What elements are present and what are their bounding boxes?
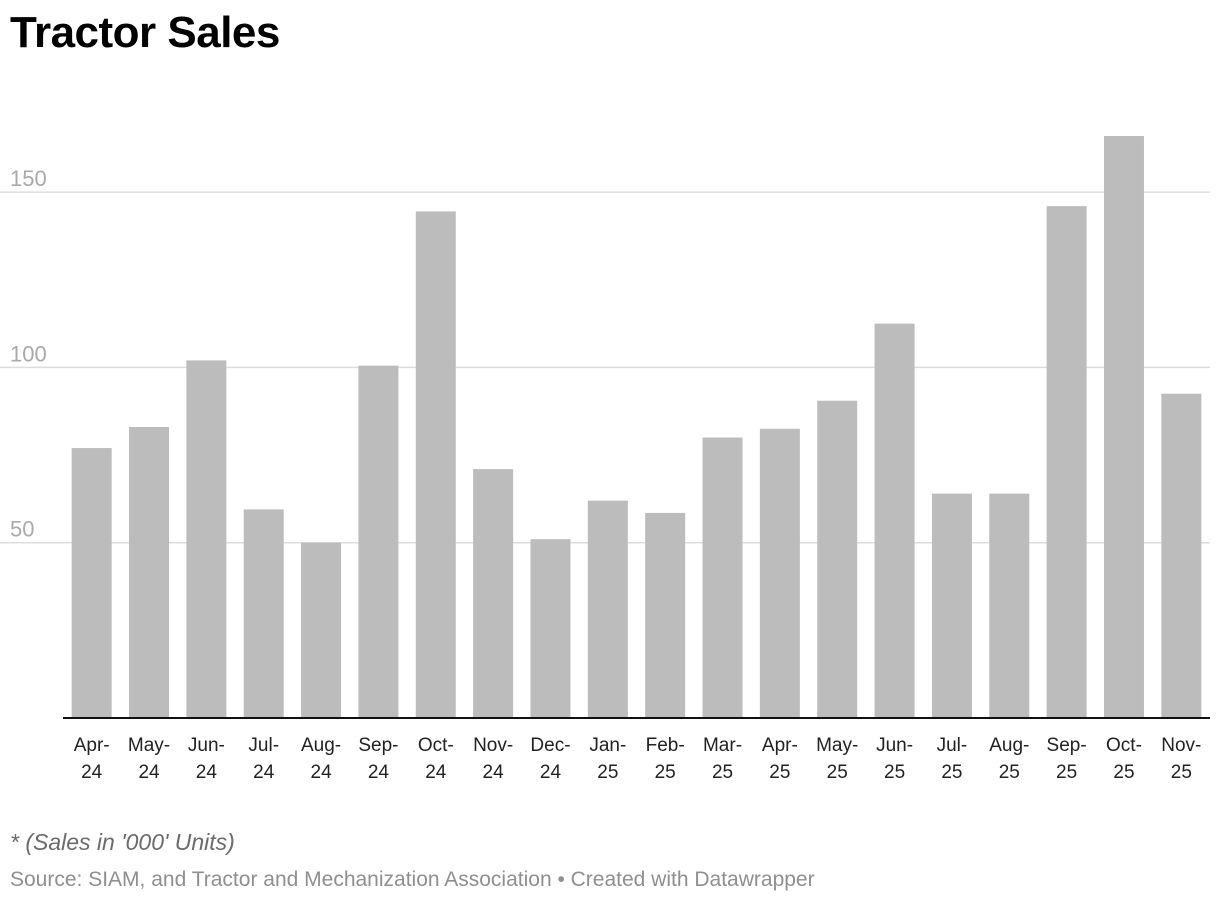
x-tick-month: Oct- <box>1106 735 1142 756</box>
x-tick-label: Sep- 24 <box>358 735 398 783</box>
bar-Nov-25[interactable] <box>1161 393 1202 718</box>
x-tick-year: 24 <box>425 762 447 783</box>
bar-Nov-24[interactable] <box>473 469 514 718</box>
x-tick-month: Nov- <box>1161 735 1201 756</box>
x-tick-label: Sep- 25 <box>1047 735 1087 783</box>
x-tick-month: Oct- <box>418 735 454 756</box>
x-tick-month: Aug- <box>989 735 1029 756</box>
y-tick-label: 150 <box>10 166 47 191</box>
x-tick-label: Jan- 25 <box>589 735 626 783</box>
x-tick-year: 25 <box>597 762 618 783</box>
x-tick-year: 25 <box>999 762 1020 783</box>
x-tick-label: Nov- 25 <box>1161 735 1201 783</box>
gridlines: 50 100 150 <box>0 166 1210 544</box>
x-tick-year: 24 <box>138 762 160 783</box>
x-tick-label: Dec- 24 <box>530 735 570 783</box>
x-tick-month: Feb- <box>646 735 685 756</box>
bar-Aug-25[interactable] <box>989 493 1030 718</box>
x-tick-month: Sep- <box>1047 735 1087 756</box>
x-tick-label: May- 24 <box>128 735 170 783</box>
bar-Sep-24[interactable] <box>358 365 399 718</box>
x-tick-year: 25 <box>769 762 790 783</box>
y-tick-label: 50 <box>10 517 34 542</box>
source-credit: Source: SIAM, and Tractor and Mechanizat… <box>10 868 815 891</box>
x-tick-label: Feb- 25 <box>646 735 685 783</box>
x-tick-label: Apr- 25 <box>762 735 798 783</box>
x-tick-month: Mar- <box>703 735 742 756</box>
x-tick-label: May- 25 <box>816 735 858 783</box>
x-axis-ticks: Apr-24May-24Jun-24Jul-24Aug-24Sep-24Oct-… <box>74 735 1202 783</box>
x-tick-label: Nov- 24 <box>473 735 513 783</box>
bar-Jul-24[interactable] <box>243 509 284 718</box>
bar-Aug-24[interactable] <box>301 542 342 718</box>
bar-Oct-25[interactable] <box>1103 136 1144 718</box>
x-tick-month: Nov- <box>473 735 513 756</box>
x-tick-month: Jul- <box>248 735 279 756</box>
x-tick-year: 24 <box>368 762 390 783</box>
x-tick-year: 25 <box>1171 762 1192 783</box>
chart-title: Tractor Sales <box>10 8 280 57</box>
bar-Sep-25[interactable] <box>1046 206 1087 718</box>
bar-May-24[interactable] <box>129 427 170 718</box>
bar-Jan-25[interactable] <box>587 500 628 718</box>
x-tick-month: Jan- <box>589 735 626 756</box>
bar-Apr-25[interactable] <box>759 428 800 718</box>
x-tick-label: Apr- 24 <box>74 735 110 783</box>
bar-Jul-25[interactable] <box>931 493 972 718</box>
bar-May-25[interactable] <box>817 400 858 718</box>
units-note: * (Sales in '000' Units) <box>10 829 235 855</box>
bar-Mar-25[interactable] <box>702 437 743 718</box>
x-tick-year: 24 <box>483 762 505 783</box>
bar-Dec-24[interactable] <box>530 539 571 718</box>
bar-Apr-24[interactable] <box>71 448 112 718</box>
x-tick-year: 25 <box>1113 762 1134 783</box>
x-tick-label: Jun- 25 <box>876 735 913 783</box>
x-tick-month: May- <box>128 735 170 756</box>
x-tick-year: 25 <box>941 762 962 783</box>
x-tick-year: 25 <box>1056 762 1077 783</box>
x-tick-year: 24 <box>540 762 562 783</box>
x-tick-label: Jul- 25 <box>937 735 968 783</box>
x-tick-label: Mar- 25 <box>703 735 742 783</box>
x-tick-month: Jul- <box>937 735 968 756</box>
x-tick-label: Aug- 24 <box>301 735 341 783</box>
x-tick-year: 25 <box>712 762 733 783</box>
x-tick-label: Jun- 24 <box>188 735 225 783</box>
x-tick-label: Jul- 24 <box>248 735 279 783</box>
x-tick-year: 24 <box>311 762 333 783</box>
y-tick-label: 100 <box>10 341 47 366</box>
x-tick-month: Sep- <box>358 735 398 756</box>
x-tick-year: 24 <box>196 762 218 783</box>
x-tick-month: Aug- <box>301 735 341 756</box>
bar-Feb-25[interactable] <box>645 512 686 718</box>
x-tick-year: 24 <box>253 762 275 783</box>
bar-Jun-24[interactable] <box>186 360 227 718</box>
x-tick-year: 25 <box>884 762 905 783</box>
x-tick-month: Jun- <box>876 735 913 756</box>
x-tick-month: Jun- <box>188 735 225 756</box>
x-tick-year: 25 <box>655 762 676 783</box>
bar-Oct-24[interactable] <box>415 211 456 718</box>
bars <box>71 136 1202 718</box>
x-tick-month: May- <box>816 735 858 756</box>
x-tick-month: Apr- <box>762 735 798 756</box>
x-tick-label: Aug- 25 <box>989 735 1029 783</box>
bar-Jun-25[interactable] <box>874 323 915 718</box>
x-tick-label: Oct- 24 <box>418 735 454 783</box>
x-tick-year: 24 <box>81 762 103 783</box>
x-tick-month: Apr- <box>74 735 110 756</box>
x-tick-year: 25 <box>827 762 848 783</box>
x-tick-month: Dec- <box>530 735 570 756</box>
x-tick-label: Oct- 25 <box>1106 735 1142 783</box>
